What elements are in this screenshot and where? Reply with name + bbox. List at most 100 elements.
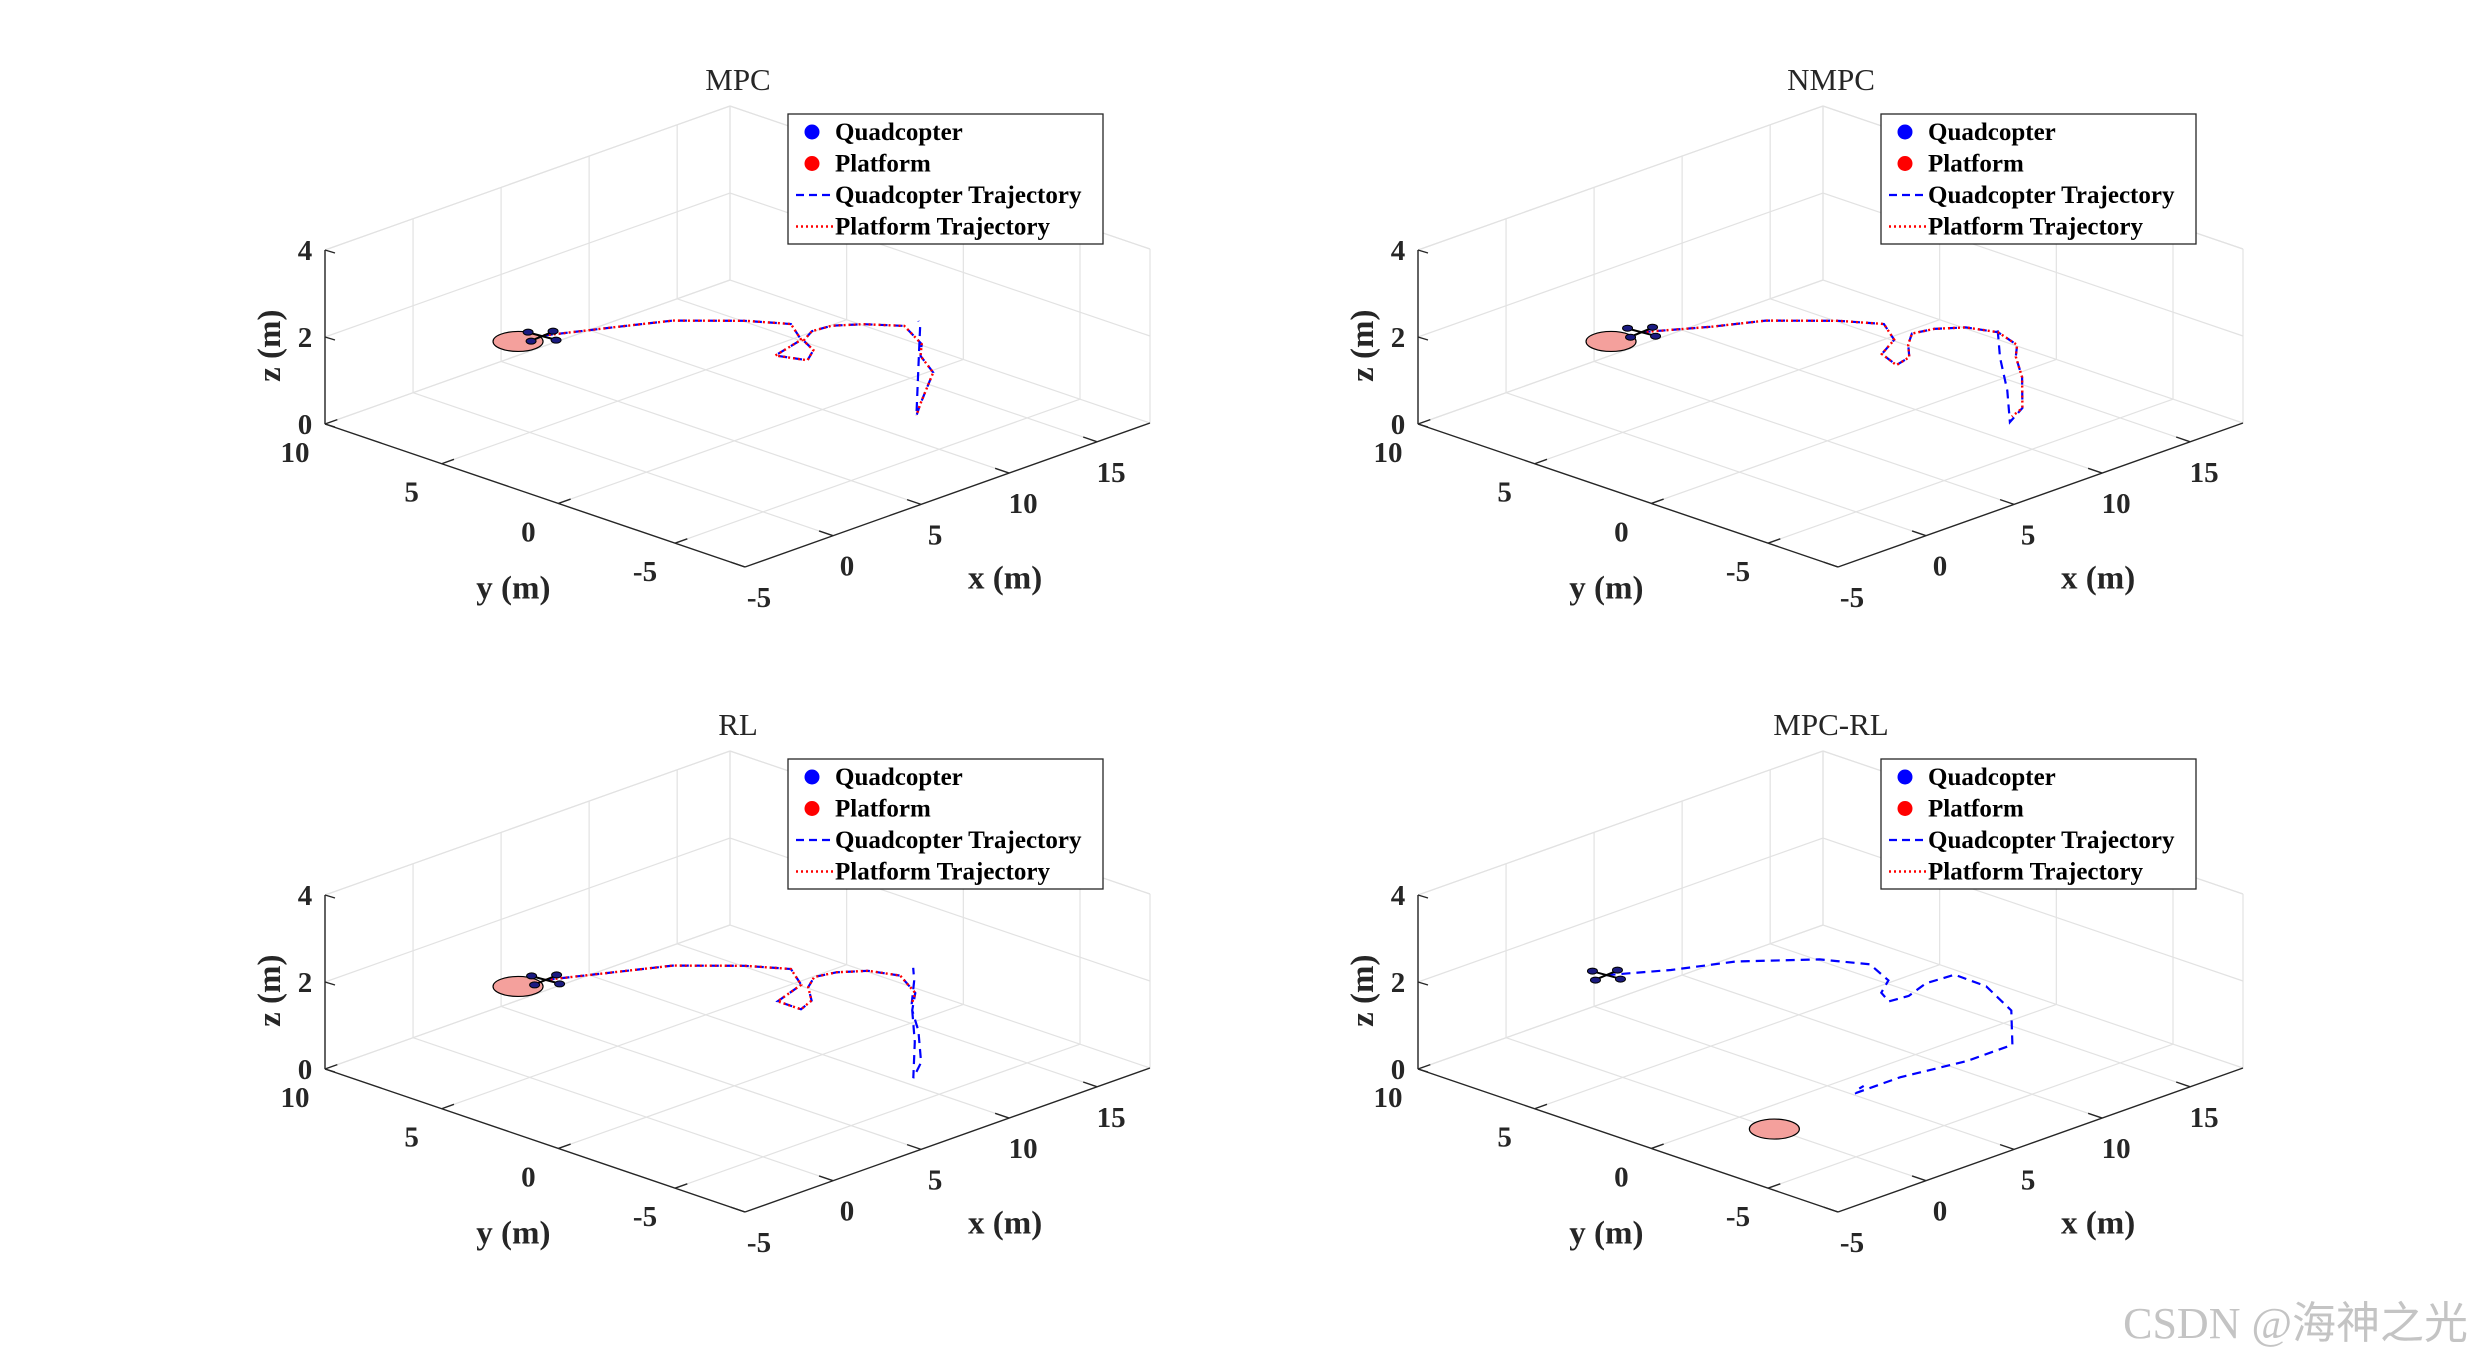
- legend-label: Quadcopter: [835, 764, 963, 791]
- z-tick-label: 0: [298, 1054, 313, 1086]
- y-tick-label: 0: [521, 516, 536, 548]
- quadcopter-rotor: [550, 336, 562, 344]
- x-tick-label: 5: [2021, 519, 2036, 551]
- quadcopter-rotor: [1625, 333, 1637, 341]
- y-tick-label: 5: [1497, 477, 1512, 509]
- legend-quadcopter-swatch: [804, 769, 820, 785]
- legend-platform-swatch: [1897, 156, 1913, 171]
- y-tick: [558, 1143, 571, 1150]
- grid-line: [441, 964, 847, 1110]
- legend: Quadcopter Platform Quadcopter Trajectory P…: [1880, 758, 2197, 890]
- y-tick-label: 5: [1497, 1122, 1512, 1154]
- grid-line: [674, 1043, 1081, 1189]
- z-tick-label: 2: [1391, 322, 1406, 354]
- z-tick-label: 4: [298, 880, 313, 912]
- x-tick: [1999, 1143, 2015, 1151]
- quadcopter-trajectory-line: [545, 964, 923, 1079]
- z-tick-label: 0: [1391, 1054, 1406, 1086]
- x-tick-label: 0: [840, 551, 855, 583]
- legend-label: Platform: [1928, 796, 2024, 823]
- quadcopter-rotor: [1611, 966, 1623, 974]
- trajectories: [1641, 319, 2024, 425]
- grid-line: [558, 1003, 964, 1150]
- trajectories: [543, 319, 935, 417]
- grid-line: [1681, 974, 2103, 1119]
- grid-line: [324, 750, 731, 896]
- quadcopter-marker: [522, 327, 562, 345]
- legend-label: Quadcopter Trajectory: [1928, 182, 2175, 209]
- x-tick-label: 5: [928, 519, 943, 551]
- legend-label: Platform: [835, 151, 931, 178]
- legend: Quadcopter Platform Quadcopter Trajectory P…: [1880, 113, 2197, 245]
- grid-line: [324, 105, 731, 251]
- x-tick-label: -5: [747, 582, 771, 614]
- x-axis-line: [744, 1067, 1151, 1213]
- grid-line: [1417, 924, 2244, 1070]
- legend-platform-swatch: [804, 801, 820, 816]
- y-tick-label: 10: [281, 437, 310, 469]
- z-tick-label: 2: [298, 322, 313, 354]
- y-tick: [1534, 1103, 1548, 1110]
- quadcopter-rotor: [1614, 975, 1626, 983]
- grid-line: [1534, 319, 1940, 465]
- x-tick-label: 10: [2102, 1133, 2131, 1165]
- y-tick-label: 10: [281, 1082, 310, 1114]
- x-tick-label: -5: [747, 1227, 771, 1259]
- y-tick-label: -5: [633, 1201, 657, 1233]
- grid-line: [441, 319, 847, 465]
- grid-line: [1681, 329, 2103, 474]
- z-tick-label: 0: [298, 409, 313, 441]
- quadcopter-marker: [1586, 966, 1626, 984]
- y-tick-label: 5: [404, 1122, 419, 1154]
- grid-line: [1767, 398, 2174, 544]
- x-tick-label: 10: [1009, 488, 1038, 520]
- legend-platform-swatch: [1897, 801, 1913, 816]
- grid-line: [1505, 1037, 1927, 1182]
- axes: [1417, 249, 2244, 568]
- z-tick: [324, 894, 336, 899]
- platform-disk: [1585, 330, 1637, 353]
- quadcopter-rotor: [526, 972, 538, 980]
- legend-label: Platform Trajectory: [835, 214, 1050, 241]
- x-tick: [2087, 467, 2103, 474]
- grid-line: [1651, 358, 2057, 505]
- y-tick: [1767, 538, 1781, 544]
- quadcopter-rotor: [1647, 323, 1659, 331]
- grid-line: [1534, 964, 1940, 1110]
- quadcopter-marker: [526, 971, 566, 989]
- z-axis-label: z (m): [252, 310, 288, 382]
- quadcopter-rotor: [525, 337, 537, 345]
- x-tick-label: 5: [2021, 1164, 2036, 1196]
- legend-box: [1880, 113, 2197, 245]
- z-tick-label: 4: [1391, 880, 1406, 912]
- quadcopter-rotor: [551, 971, 563, 979]
- trajectories: [545, 964, 923, 1079]
- legend-box: [787, 113, 1104, 245]
- y-tick-label: 10: [1374, 437, 1403, 469]
- x-axis-line: [744, 422, 1151, 568]
- legend-label: Platform Trajectory: [1928, 859, 2143, 886]
- legend: Quadcopter Platform Quadcopter Trajectory P…: [787, 758, 1104, 890]
- z-axis-label: z (m): [1345, 310, 1381, 382]
- legend: Quadcopter Platform Quadcopter Trajectory P…: [787, 113, 1104, 245]
- y-tick-label: 0: [521, 1161, 536, 1193]
- grid-line: [324, 279, 1151, 425]
- z-tick-label: 2: [1391, 967, 1406, 999]
- watermark: CSDN @海神之光: [2123, 1299, 2468, 1348]
- y-tick: [1767, 1183, 1781, 1189]
- grid-line: [588, 974, 1010, 1119]
- y-tick-label: 0: [1614, 516, 1629, 548]
- z-tick: [324, 981, 336, 986]
- x-tick: [730, 1206, 746, 1213]
- legend-label: Quadcopter: [835, 119, 963, 146]
- x-tick: [1823, 1206, 1839, 1213]
- y-tick: [1417, 418, 1431, 425]
- z-tick: [1417, 981, 1429, 986]
- y-tick: [441, 1103, 455, 1110]
- quadcopter-rotor: [1586, 967, 1598, 975]
- x-axis-label: x (m): [2061, 1206, 2135, 1242]
- x-axis-line: [1837, 1067, 2244, 1213]
- y-tick: [1651, 1143, 1664, 1150]
